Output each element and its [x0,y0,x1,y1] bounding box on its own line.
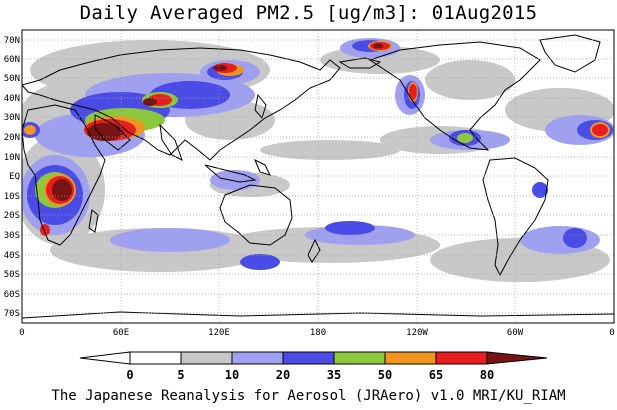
colorbar-bin [129,351,182,365]
colorbar-high-arrow [486,351,548,365]
colorbar-label: 50 [378,368,392,382]
colorbar-label: 20 [276,368,290,382]
footer-credit: The Japanese Reanalysis for Aerosol (JRA… [51,388,566,404]
lon-label: 0 [19,328,24,338]
lat-label: 50S [4,270,20,280]
colorbar-bin [180,351,233,365]
lat-label: 20N [4,133,20,143]
colorbar-bin [231,351,284,365]
lat-label: 30N [4,113,20,123]
colorbar-label: 35 [327,368,341,382]
lat-label: 70S [4,309,20,319]
lat-label: 60S [4,290,20,300]
gridlines [22,30,614,323]
lon-label: 180 [310,328,326,338]
colorbar-label: 5 [177,368,184,382]
lat-label: 10N [4,153,20,163]
longitude-labels: 0 60E 120E 180 120W 60W 0 [19,328,614,338]
colorbar-bin [333,351,386,365]
lat-label: 30S [4,231,20,241]
colorbar-low-arrow [79,351,131,365]
colorbar-bin [384,351,437,365]
lat-label: EQ [9,172,20,182]
lon-label: 120W [406,328,428,338]
lat-label: 20S [4,211,20,221]
colorbar-label: 65 [429,368,443,382]
colorbar-bin [435,351,488,365]
map-frame [21,29,615,324]
lon-label: 0 [609,328,614,338]
lat-label: 70N [4,36,20,46]
latitude-labels: 70N 60N 50N 40N 30N 20N 10N EQ 10S 20S 3… [4,36,20,319]
colorbar-bin [282,351,335,365]
colorbar-label: 10 [225,368,239,382]
colorbar-label: 0 [126,368,133,382]
lat-label: 40S [4,251,20,261]
lat-label: 10S [4,192,20,202]
lat-label: 40N [4,94,20,104]
lon-label: 60E [113,328,129,338]
lon-label: 60W [507,328,524,338]
pm25-field [22,34,614,319]
lon-label: 120E [208,328,230,338]
lat-label: 60N [4,55,20,65]
colorbar: 0 5 10 20 35 50 65 80 [79,351,548,382]
colorbar-label: 80 [480,368,494,382]
map-title: Daily Averaged PM2.5 [ug/m3]: 01Aug2015 [79,2,538,24]
lat-label: 50N [4,74,20,84]
